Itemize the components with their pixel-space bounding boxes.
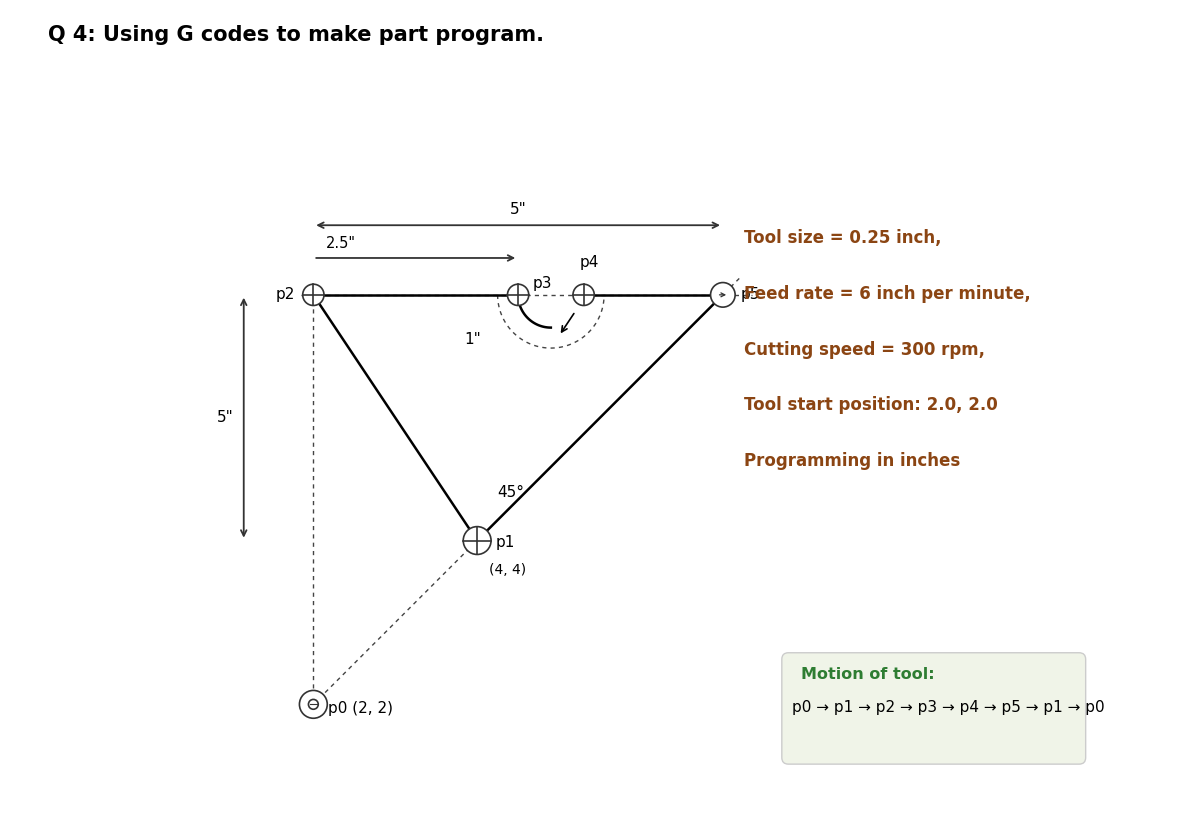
Circle shape <box>302 284 324 305</box>
Text: p1: p1 <box>496 535 515 550</box>
Text: 1": 1" <box>464 333 481 347</box>
Circle shape <box>572 284 594 305</box>
Text: Q 4: Using G codes to make part program.: Q 4: Using G codes to make part program. <box>48 25 544 44</box>
Text: p0 (2, 2): p0 (2, 2) <box>328 701 394 716</box>
Circle shape <box>508 284 529 305</box>
Text: Feed rate = 6 inch per minute,: Feed rate = 6 inch per minute, <box>744 285 1031 303</box>
Circle shape <box>710 283 736 307</box>
Circle shape <box>300 690 328 718</box>
Text: p3: p3 <box>533 276 552 291</box>
Text: Tool size = 0.25 inch,: Tool size = 0.25 inch, <box>744 229 942 247</box>
Circle shape <box>463 527 491 554</box>
Circle shape <box>308 699 318 709</box>
Text: Tool start position: 2.0, 2.0: Tool start position: 2.0, 2.0 <box>744 396 997 414</box>
Text: Cutting speed = 300 rpm,: Cutting speed = 300 rpm, <box>744 341 985 359</box>
Text: Motion of tool:: Motion of tool: <box>800 667 935 682</box>
Text: p2: p2 <box>276 287 295 302</box>
Text: 5": 5" <box>510 202 527 217</box>
Text: 5": 5" <box>217 410 234 425</box>
FancyBboxPatch shape <box>782 653 1086 764</box>
Text: 45°: 45° <box>498 485 524 500</box>
Text: p5: p5 <box>740 287 761 302</box>
Text: p4: p4 <box>580 256 599 270</box>
Text: Programming in inches: Programming in inches <box>744 452 960 470</box>
Text: 2.5": 2.5" <box>325 237 355 251</box>
Text: (4, 4): (4, 4) <box>490 563 527 577</box>
Text: p0 → p1 → p2 → p3 → p4 → p5 → p1 → p0: p0 → p1 → p2 → p3 → p4 → p5 → p1 → p0 <box>792 700 1105 715</box>
